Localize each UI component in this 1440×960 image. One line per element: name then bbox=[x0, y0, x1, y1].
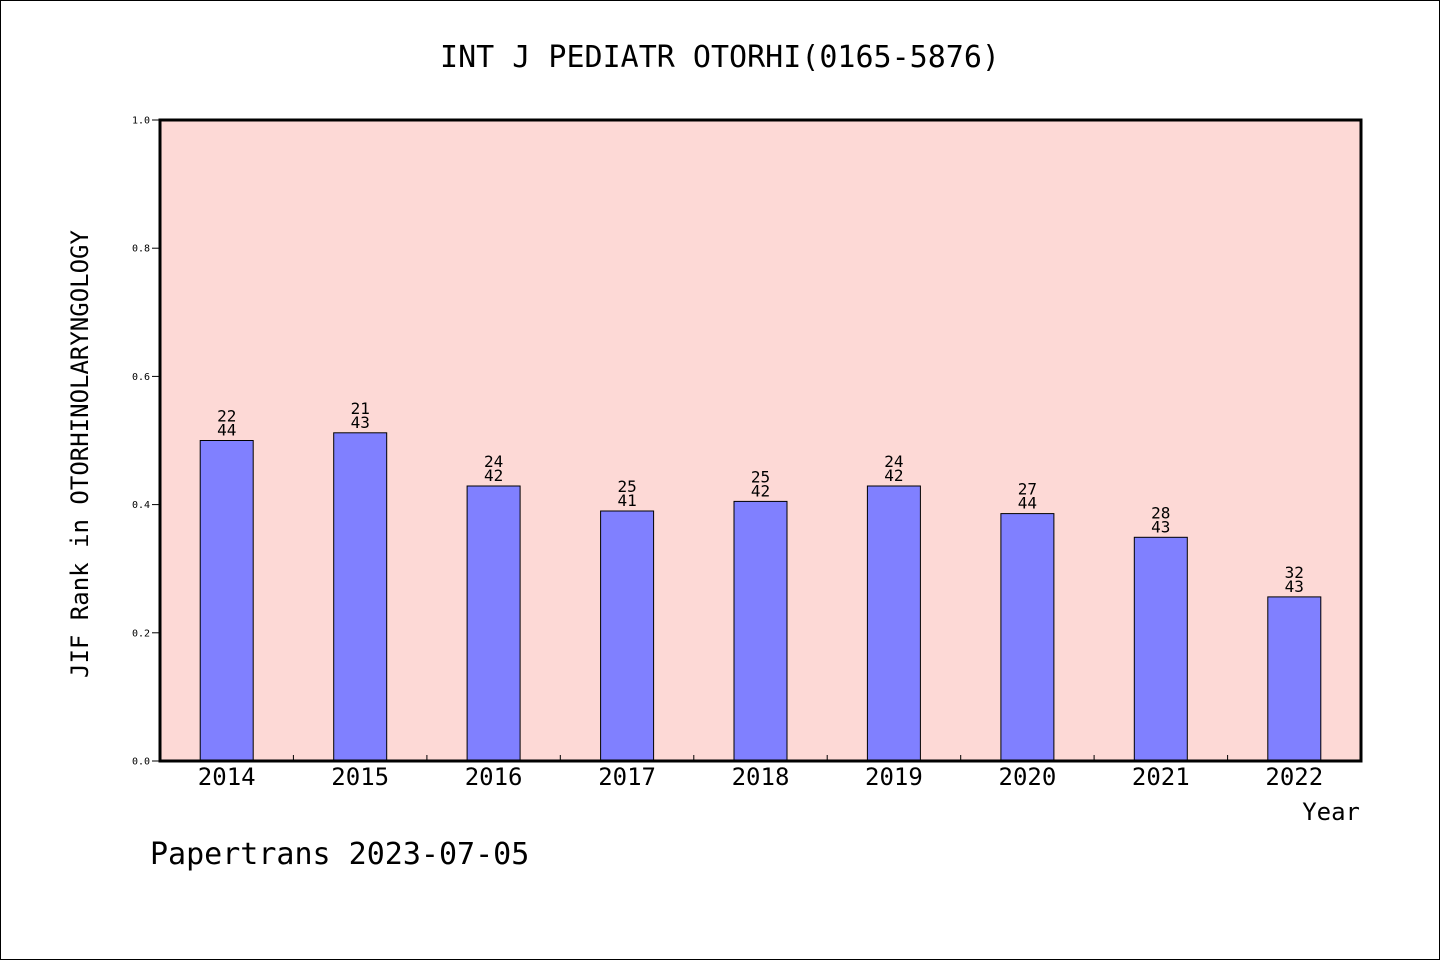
bar-2019 bbox=[866, 485, 921, 762]
bar-2018 bbox=[733, 500, 788, 762]
bar-2020 bbox=[1000, 513, 1055, 762]
x-tick-label-2021: 2021 bbox=[1132, 763, 1190, 791]
bar-2017 bbox=[600, 510, 655, 762]
total-label-2018: 42 bbox=[751, 481, 770, 500]
y-axis-label: JIF Rank in OTORHINOLARYNGOLOGY bbox=[66, 229, 94, 677]
rank-label-2017: 25 bbox=[617, 477, 636, 496]
bar-2021 bbox=[1133, 536, 1188, 762]
x-tick-label-2018: 2018 bbox=[732, 763, 790, 791]
y-tick-label: 0.6 bbox=[132, 372, 150, 383]
footer-credit: Papertrans 2023-07-05 bbox=[150, 837, 529, 872]
y-tick-label: 1.0 bbox=[132, 116, 150, 127]
x-tick-label-2015: 2015 bbox=[331, 763, 389, 791]
total-label-2021: 43 bbox=[1151, 517, 1170, 536]
x-tick-label-2020: 2020 bbox=[999, 763, 1057, 791]
rank-label-2016: 24 bbox=[484, 452, 503, 471]
x-tick-label-2019: 2019 bbox=[865, 763, 923, 791]
total-label-2014: 44 bbox=[217, 421, 236, 440]
rank-label-2014: 22 bbox=[217, 407, 236, 426]
y-tick-label: 0.2 bbox=[132, 628, 150, 639]
x-tick-label-2022: 2022 bbox=[1265, 763, 1323, 791]
rank-label-2015: 21 bbox=[351, 399, 370, 418]
x-axis: 2014 2015 2016 2017 2018 2019 2020 2021 2022 bbox=[198, 755, 1323, 791]
x-tick-label-2017: 2017 bbox=[598, 763, 656, 791]
rank-label-2019: 24 bbox=[884, 452, 903, 471]
y-tick-label: 0.0 bbox=[132, 757, 150, 768]
total-label-2020: 44 bbox=[1018, 494, 1037, 513]
bar-2016 bbox=[466, 485, 521, 762]
rank-label-2021: 28 bbox=[1151, 503, 1170, 522]
bars-group bbox=[199, 432, 1322, 762]
rank-label-2022: 32 bbox=[1285, 563, 1304, 582]
rank-label-2020: 27 bbox=[1018, 480, 1037, 499]
total-label-2015: 43 bbox=[351, 413, 370, 432]
plot-frame bbox=[158, 118, 1363, 763]
rank-label-2018: 25 bbox=[751, 467, 770, 486]
x-axis-label: Year bbox=[1302, 798, 1360, 826]
total-label-2016: 42 bbox=[484, 466, 503, 485]
bar-2015 bbox=[333, 432, 388, 762]
x-tick-label-2016: 2016 bbox=[465, 763, 523, 791]
total-label-2022: 43 bbox=[1285, 577, 1304, 596]
x-tick-label-2014: 2014 bbox=[198, 763, 256, 791]
total-label-2019: 42 bbox=[884, 466, 903, 485]
y-tick-label: 0.4 bbox=[132, 500, 150, 511]
y-tick-label: 0.8 bbox=[132, 244, 150, 255]
chart-title: INT J PEDIATR OTORHI(0165-5876) bbox=[440, 40, 1000, 75]
total-label-2017: 41 bbox=[617, 491, 636, 510]
bar-2022 bbox=[1267, 596, 1322, 762]
bar-2014 bbox=[199, 440, 254, 762]
